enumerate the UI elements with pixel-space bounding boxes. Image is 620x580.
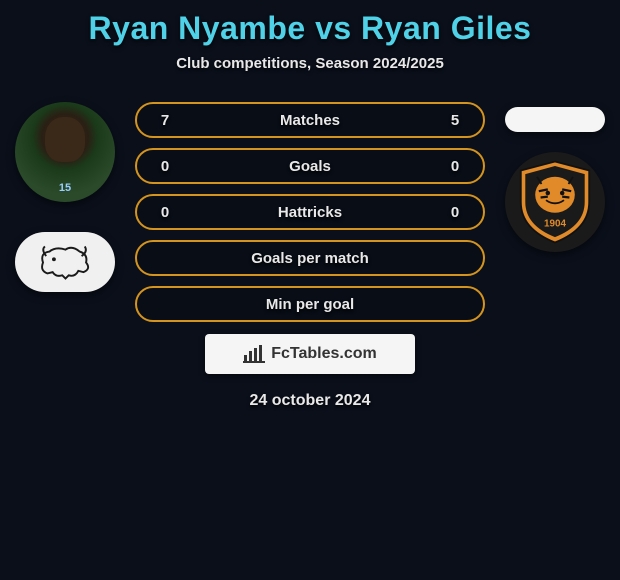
badge-year: 1904 bbox=[544, 218, 566, 229]
stat-label: Min per goal bbox=[175, 296, 445, 313]
comparison-content: 1904 7 Matches 5 0 Goals 0 0 Hattricks 0… bbox=[0, 102, 620, 410]
stat-row: Goals per match bbox=[135, 240, 485, 276]
right-column: 1904 bbox=[500, 102, 610, 252]
stats-table: 7 Matches 5 0 Goals 0 0 Hattricks 0 Goal… bbox=[135, 102, 485, 322]
bar-chart-icon bbox=[243, 345, 265, 363]
branding-badge: FcTables.com bbox=[205, 334, 415, 374]
branding-text: FcTables.com bbox=[271, 345, 377, 363]
stat-label: Goals bbox=[175, 158, 445, 175]
page-title: Ryan Nyambe vs Ryan Giles bbox=[0, 0, 620, 47]
stat-left-value: 0 bbox=[155, 158, 175, 175]
stat-row: 0 Goals 0 bbox=[135, 148, 485, 184]
stat-left-value: 0 bbox=[155, 204, 175, 221]
stat-right-value: 5 bbox=[445, 112, 465, 129]
stat-left-value: 7 bbox=[155, 112, 175, 129]
stat-label: Goals per match bbox=[175, 250, 445, 267]
subtitle: Club competitions, Season 2024/2025 bbox=[0, 55, 620, 72]
stat-row: Min per goal bbox=[135, 286, 485, 322]
stat-label: Matches bbox=[175, 112, 445, 129]
stat-right-value: 0 bbox=[445, 204, 465, 221]
stat-row: 0 Hattricks 0 bbox=[135, 194, 485, 230]
stat-right-value: 0 bbox=[445, 158, 465, 175]
player-left-avatar bbox=[15, 102, 115, 202]
player-left-club-badge bbox=[15, 232, 115, 292]
stat-row: 7 Matches 5 bbox=[135, 102, 485, 138]
date-text: 24 october 2024 bbox=[0, 392, 620, 410]
player-right-avatar bbox=[505, 107, 605, 132]
left-column bbox=[10, 102, 120, 292]
stat-label: Hattricks bbox=[175, 204, 445, 221]
player-right-club-badge: 1904 bbox=[505, 152, 605, 252]
ram-icon bbox=[33, 240, 98, 285]
tiger-shield-icon: 1904 bbox=[510, 157, 600, 247]
